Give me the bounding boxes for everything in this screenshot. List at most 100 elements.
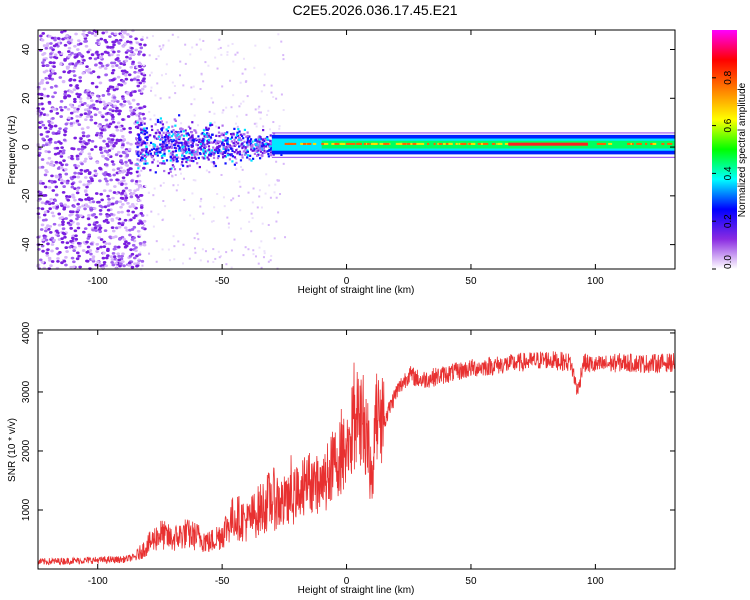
spectrogram-faint-cell	[135, 41, 138, 44]
spectrogram-burst-cell	[222, 139, 225, 142]
spectrogram-noise-cell	[126, 32, 130, 36]
spectrogram-burst-cell	[170, 145, 174, 148]
spectrogram-burst-cell	[203, 143, 206, 146]
spectrogram-burst-cell	[233, 138, 236, 141]
spectrogram-burst-cell	[212, 140, 216, 144]
spectrogram-noise-cell	[137, 123, 142, 127]
spectrogram-noise-cell	[39, 92, 44, 96]
spectrogram-noise-cell	[71, 195, 76, 199]
spectrogram-core-cell	[477, 142, 483, 145]
spectrogram-burst-cell	[178, 138, 181, 141]
spectrogram-noise-cell	[50, 174, 54, 178]
spectrogram-burst-cell	[177, 144, 180, 147]
spectrogram-burst-cell	[195, 152, 198, 155]
spectrogram-burst-cell	[238, 138, 241, 141]
spectrogram-faint-cell	[174, 92, 177, 95]
spectrogram-noise-cell	[75, 213, 79, 217]
spectrogram-faint-cell	[216, 193, 219, 196]
spectrogram-burst-cell	[171, 150, 174, 153]
spectrogram-noise-cell	[98, 136, 103, 140]
spectrogram-burst-cell	[170, 167, 173, 170]
spectrogram-noise-cell	[114, 141, 118, 145]
spectrogram-faint-cell	[157, 55, 160, 58]
spectrogram-burst-cell	[169, 159, 172, 162]
spectrogram-noise-cell	[129, 109, 133, 112]
spectrogram-faint-cell	[140, 186, 143, 189]
spectrogram-noise-cell	[48, 138, 53, 141]
spectrogram-noise-cell	[94, 172, 99, 176]
spectrogram-burst-cell	[223, 139, 227, 142]
spectrogram-noise-cell	[110, 160, 115, 164]
spectrogram-faint-cell	[236, 51, 239, 54]
spectrogram-faint-cell	[219, 46, 222, 49]
spectrogram-noise-cell	[112, 191, 117, 194]
spectrogram-noise-cell	[101, 154, 106, 158]
spectrogram-core-cell	[504, 142, 509, 145]
spectrogram-burst-cell	[235, 149, 238, 152]
spectrogram-burst-cell	[171, 153, 174, 156]
spectrogram-noise-cell	[120, 182, 124, 186]
spectrogram-faint-cell	[192, 179, 195, 182]
spectrogram-burst-cell	[174, 149, 178, 153]
spectrogram-burst-cell	[235, 133, 239, 137]
spectrogram-burst-cell	[143, 133, 147, 136]
spectrogram-noise-cell	[38, 151, 42, 155]
spectrogram-noise-cell	[112, 247, 117, 251]
spectrogram-burst-cell	[225, 132, 228, 135]
spectrogram-burst-cell	[161, 156, 164, 159]
spectrogram-noise-cell	[76, 251, 80, 255]
spectrogram-noise-cell	[53, 91, 57, 95]
spectrogram-faint-cell	[149, 118, 152, 121]
spectrogram-burst-cell	[237, 145, 241, 148]
spectrogram-noise-cell	[142, 219, 147, 223]
spectrogram-faint-cell	[270, 254, 273, 257]
spectrogram-burst-cell	[268, 145, 272, 148]
spectrogram-burst-cell	[222, 134, 225, 137]
spectrogram-noise-cell	[40, 201, 45, 205]
spectrogram-noise-cell	[100, 64, 105, 68]
spectrogram-noise-cell	[55, 229, 59, 233]
spectrogram-noise-cell	[121, 252, 125, 256]
spectrogram-faint-cell	[275, 97, 278, 100]
spectrogram-noise-cell	[75, 92, 79, 96]
spectrogram-burst-cell	[258, 157, 262, 160]
spectrogram-noise-cell	[111, 235, 116, 239]
spectrogram-faint-cell	[205, 169, 208, 172]
spectrogram-noise-cell	[47, 185, 52, 189]
spectrogram-noise-cell	[121, 118, 125, 121]
spectrogram-noise-cell	[102, 245, 107, 249]
spectrogram-noise-cell	[73, 171, 77, 175]
spectrogram-burst-cell	[264, 142, 267, 146]
spectrogram-noise-cell	[143, 43, 147, 47]
spectrogram-burst-cell	[175, 147, 178, 150]
spectrogram-noise-cell	[45, 200, 50, 204]
spectrogram-faint-cell	[253, 66, 256, 69]
spectrogram-noise-cell	[73, 44, 77, 48]
spectrogram-noise-cell	[125, 173, 129, 177]
spectrogram-noise-cell	[110, 32, 115, 36]
spectrogram-noise-cell	[103, 38, 107, 42]
spectrogram-noise-cell	[114, 153, 119, 157]
spectrogram-noise-cell	[95, 220, 99, 224]
spectrogram-burst-cell	[143, 127, 146, 130]
spectrogram-burst-cell	[261, 152, 264, 155]
spectrogram-burst-cell	[233, 127, 236, 130]
spectrogram-burst-cell	[229, 137, 232, 141]
spectrogram-noise-cell	[60, 240, 65, 244]
spectrogram-burst-cell	[247, 142, 251, 146]
spectrogram-faint-cell	[182, 243, 185, 246]
spectrogram-noise-cell	[95, 107, 100, 111]
spectrogram-noise-cell	[141, 79, 145, 83]
spectrogram-burst-cell	[212, 156, 216, 159]
spectrogram-noise-cell	[62, 232, 67, 236]
spectrogram-strong-segment	[508, 142, 588, 146]
spectrogram-burst-cell	[217, 140, 221, 144]
spectrogram-burst-cell	[208, 138, 211, 142]
spectrogram-burst-cell	[191, 134, 194, 137]
spectrogram-noise-cell	[41, 107, 45, 111]
spectrogram-noise-cell	[126, 241, 131, 245]
spectrogram-burst-cell	[136, 153, 139, 156]
spectrogram-faint-cell	[225, 263, 228, 266]
spectrogram-burst-cell	[174, 124, 177, 127]
spectrogram-noise-cell	[133, 189, 137, 193]
